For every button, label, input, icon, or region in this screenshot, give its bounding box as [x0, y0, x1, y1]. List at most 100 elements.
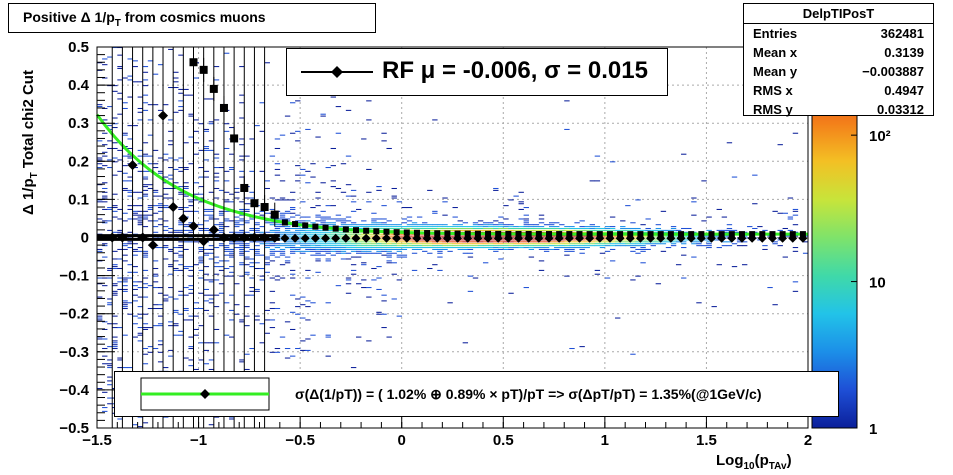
- heatmap-cell: [477, 227, 484, 230]
- heatmap-cell: [305, 269, 311, 271]
- heatmap-cell: [289, 208, 296, 210]
- heatmap-cell: [198, 342, 204, 344]
- heatmap-cell: [289, 212, 296, 214]
- heatmap-cell: [381, 254, 387, 256]
- heatmap-cell: [279, 231, 286, 233]
- heatmap-cell: [259, 170, 265, 172]
- heatmap-cell: [203, 309, 210, 311]
- heatmap-cell: [234, 241, 240, 243]
- heatmap-cell: [396, 243, 403, 245]
- heatmap-cell: [340, 252, 347, 254]
- heatmap-cell: [137, 111, 144, 113]
- heatmap-cell: [163, 245, 169, 247]
- heatmap-cell: [366, 191, 372, 193]
- heatmap-cell: [142, 313, 149, 315]
- mean-marker: [361, 233, 371, 243]
- heatmap-cell: [239, 275, 245, 277]
- heatmap-cell: [132, 167, 138, 169]
- heatmap-cell: [284, 321, 291, 323]
- heatmap-cell: [391, 187, 397, 190]
- heatmap-cell: [792, 290, 799, 292]
- heatmap-cell: [635, 252, 641, 254]
- heatmap-cell: [792, 250, 799, 252]
- heatmap-cell: [371, 252, 377, 254]
- heatmap-cell: [168, 144, 174, 146]
- heatmap-cell: [376, 277, 382, 279]
- heatmap-cell: [538, 218, 545, 220]
- heatmap-cell: [493, 250, 499, 252]
- heatmap-cell: [300, 174, 306, 176]
- heatmap-cell: [345, 243, 352, 245]
- heatmap-cell: [218, 224, 225, 226]
- heatmap-cell: [361, 262, 367, 264]
- heatmap-cell: [132, 60, 138, 62]
- heatmap-cell: [691, 243, 697, 245]
- heatmap-cell: [188, 275, 194, 277]
- heatmap-cell: [564, 226, 570, 228]
- heatmap-cell: [452, 227, 458, 230]
- x-title-mid: (p: [754, 452, 769, 469]
- heatmap-cell: [376, 189, 382, 191]
- heatmap-cell: [625, 229, 631, 231]
- heatmap-cell: [381, 235, 387, 237]
- heatmap-cell: [244, 231, 250, 233]
- heatmap-cell: [163, 207, 169, 209]
- heatmap-cell: [330, 245, 336, 247]
- mean-marker: [605, 233, 615, 243]
- heatmap-cell: [457, 227, 463, 230]
- heatmap-cell: [213, 197, 220, 199]
- heatmap-cell: [239, 241, 245, 243]
- heatmap-cell: [178, 167, 184, 169]
- heatmap-cell: [279, 134, 286, 136]
- heatmap-cell: [340, 241, 347, 243]
- heatmap-cell: [422, 222, 428, 224]
- heatmap-cell: [386, 241, 392, 243]
- heatmap-cell: [376, 241, 382, 243]
- heatmap-cell: [726, 227, 733, 230]
- heatmap-cell: [157, 340, 164, 342]
- heatmap-cell: [249, 229, 255, 231]
- heatmap-cell: [381, 218, 387, 220]
- heatmap-cell: [178, 193, 184, 195]
- heatmap-cell: [523, 222, 529, 224]
- heatmap-cell: [376, 218, 382, 220]
- heatmap-cell: [249, 262, 255, 264]
- heatmap-cell: [208, 123, 215, 125]
- heatmap-cell: [681, 241, 687, 243]
- heatmap-cell: [345, 245, 352, 247]
- heatmap-cell: [264, 319, 270, 321]
- heatmap-cell: [168, 174, 174, 176]
- heatmap-cell: [188, 319, 194, 321]
- heatmap-cell: [437, 269, 443, 271]
- heatmap-cell: [371, 248, 377, 250]
- heatmap-cell: [447, 245, 453, 247]
- heatmap-cell: [721, 216, 728, 218]
- heatmap-cell: [462, 229, 469, 231]
- heatmap-cell: [609, 243, 616, 245]
- heatmap-cell: [239, 224, 245, 226]
- heatmap-cell: [112, 85, 118, 87]
- heatmap-cell: [731, 176, 738, 178]
- heatmap-cell: [142, 269, 149, 271]
- heatmap-cell: [218, 189, 225, 191]
- heatmap-cell: [188, 94, 194, 96]
- heatmap-cell: [239, 210, 245, 212]
- heatmap-cell: [178, 330, 184, 332]
- heatmap-cell: [381, 327, 387, 329]
- heatmap-cell: [142, 363, 149, 365]
- heatmap-cell: [356, 248, 362, 250]
- heatmap-cell: [168, 266, 174, 268]
- heatmap-cell: [203, 300, 210, 302]
- heatmap-cell: [295, 231, 301, 233]
- heatmap-cell: [193, 182, 199, 184]
- heatmap-cell: [112, 342, 118, 344]
- heatmap-cell: [229, 153, 235, 155]
- heatmap-cell: [620, 229, 626, 231]
- heatmap-cell: [523, 227, 529, 230]
- heatmap-cell: [493, 227, 499, 230]
- heatmap-cell: [279, 277, 286, 279]
- heatmap-cell: [391, 273, 397, 275]
- heatmap-cell: [401, 235, 408, 237]
- heatmap-cell: [213, 167, 220, 169]
- heatmap-cell: [107, 140, 113, 142]
